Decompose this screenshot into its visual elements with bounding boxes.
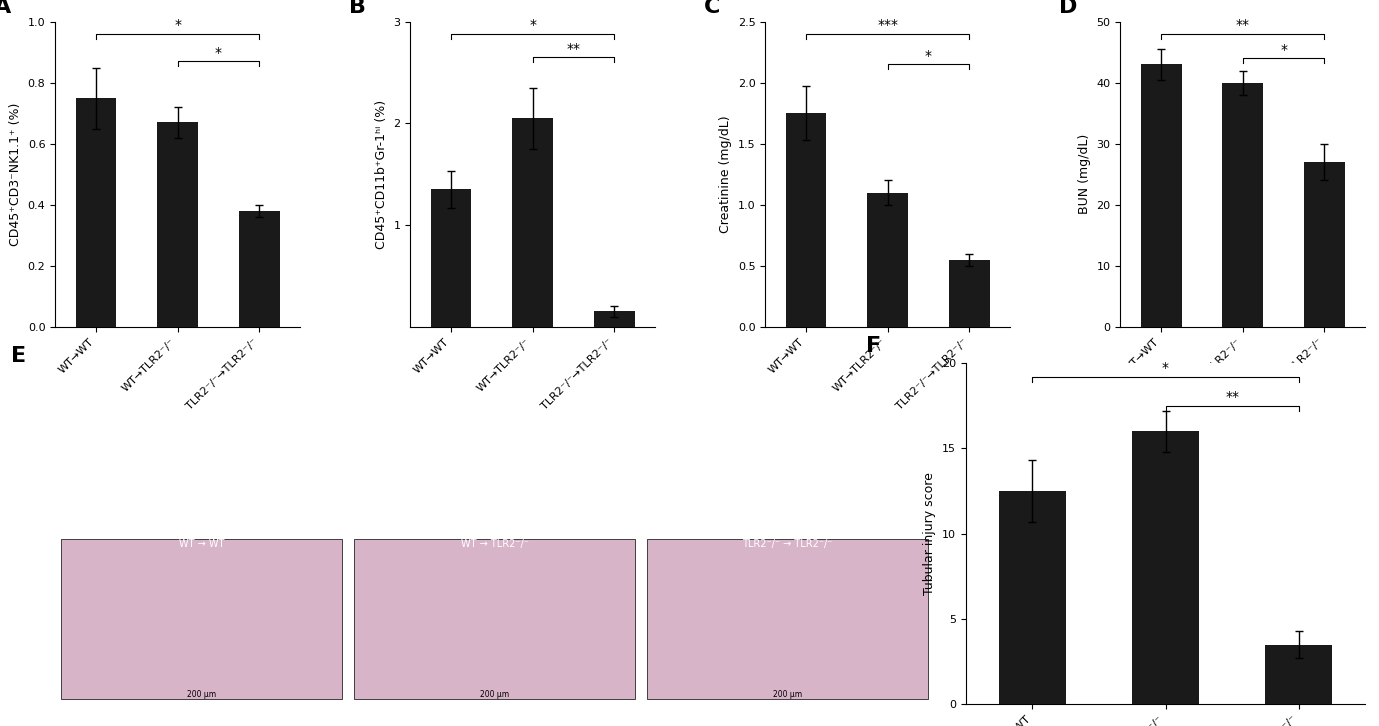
Bar (76, 98, 116, 327)
Text: A: A (0, 0, 11, 17)
Text: *: * (530, 18, 536, 33)
Text: WT → WT: WT → WT (179, 539, 225, 549)
Bar (1140, 65, 1182, 327)
Text: E: E (11, 346, 26, 366)
Y-axis label: Creatinine (mg/dL): Creatinine (mg/dL) (720, 115, 732, 233)
Text: 200 µm: 200 µm (772, 690, 803, 699)
Bar (1222, 83, 1263, 327)
Bar (1266, 645, 1332, 704)
Text: *: * (1162, 361, 1169, 375)
Text: F: F (866, 335, 881, 356)
Text: **: ** (1236, 18, 1249, 33)
Bar (354, 709, 636, 726)
Text: 200 µm: 200 µm (188, 690, 217, 699)
Bar (61, 539, 342, 699)
Bar (786, 113, 826, 327)
Y-axis label: CD45⁺CD3⁻NK1.1⁺ (%): CD45⁺CD3⁻NK1.1⁺ (%) (10, 102, 22, 246)
Bar (1305, 162, 1345, 327)
Bar (430, 189, 472, 327)
Bar (354, 539, 636, 699)
Bar (239, 211, 280, 327)
Bar (157, 123, 199, 327)
Text: ***: *** (877, 18, 898, 33)
Text: 200 µm: 200 µm (480, 690, 509, 699)
Bar (949, 260, 990, 327)
Bar (1132, 431, 1198, 704)
Y-axis label: CD45⁺CD11b⁺Gr-1ʰⁱ (%): CD45⁺CD11b⁺Gr-1ʰⁱ (%) (375, 99, 387, 249)
Text: *: * (174, 18, 181, 33)
Text: WT → TLR2⁻/⁻: WT → TLR2⁻/⁻ (461, 539, 528, 549)
Y-axis label: BUN (mg/dL): BUN (mg/dL) (1078, 134, 1091, 214)
Bar (867, 192, 909, 327)
Bar (1000, 491, 1066, 704)
Text: *: * (1280, 43, 1287, 57)
Text: *: * (215, 46, 222, 60)
Y-axis label: Tubular injury score: Tubular injury score (924, 472, 936, 595)
Bar (647, 709, 928, 726)
Bar (594, 311, 634, 327)
Bar (512, 118, 553, 327)
Text: B: B (349, 0, 365, 17)
Text: *: * (925, 49, 932, 63)
Text: D: D (1059, 0, 1077, 17)
Bar (61, 709, 342, 726)
Text: **: ** (1225, 390, 1240, 404)
Text: **: ** (567, 42, 581, 56)
Text: TLR2⁻/⁻ → TLR2⁻/⁻: TLR2⁻/⁻ → TLR2⁻/⁻ (742, 539, 833, 549)
Bar (647, 539, 928, 699)
Text: C: C (705, 0, 720, 17)
